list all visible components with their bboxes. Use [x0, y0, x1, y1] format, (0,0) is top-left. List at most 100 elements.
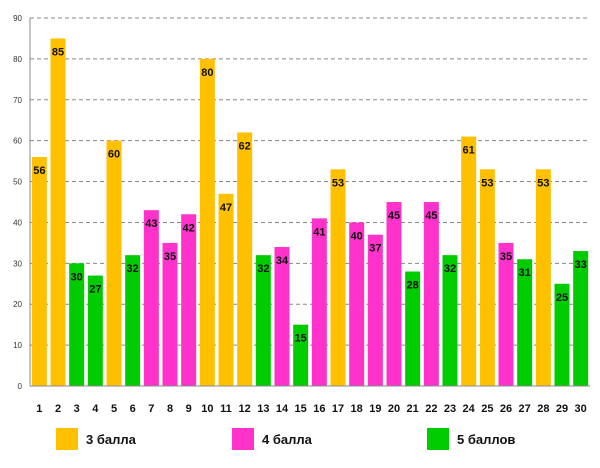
bar [162, 242, 178, 386]
data-label: 41 [313, 226, 325, 238]
bar [31, 157, 47, 386]
data-label: 32 [257, 263, 269, 275]
data-label: 34 [276, 255, 289, 267]
data-label: 85 [52, 46, 64, 58]
data-label: 30 [71, 271, 83, 283]
x-tick-label: 17 [332, 403, 344, 415]
y-tick-label: 10 [13, 341, 22, 350]
legend-item-5-ballov: 5 баллов [427, 427, 515, 451]
x-tick-label: 19 [369, 403, 381, 415]
bar [498, 242, 514, 386]
data-label: 33 [575, 259, 587, 271]
x-tick-label: 13 [257, 403, 269, 415]
bar [349, 222, 365, 386]
data-label: 45 [388, 210, 400, 222]
data-label: 43 [145, 218, 157, 230]
bar [367, 234, 383, 386]
bar [479, 169, 495, 386]
x-tick-label: 10 [201, 403, 213, 415]
data-label: 15 [295, 333, 307, 345]
bar [573, 251, 589, 386]
data-label: 45 [425, 210, 437, 222]
data-label: 56 [33, 165, 45, 177]
y-axis-ticks: 0 10 20 30 40 50 60 70 80 90 [13, 14, 22, 391]
bar [442, 255, 458, 386]
bar [274, 246, 290, 386]
y-tick-label: 20 [13, 300, 22, 309]
gridlines [30, 17, 590, 346]
legend-item-3-balla: 3 балла [56, 427, 136, 451]
bar [125, 255, 141, 386]
bar [106, 140, 122, 386]
data-labels: 56 85 30 27 60 32 43 35 42 80 47 62 32 34 15 41 53 40 37 45… [33, 46, 587, 344]
legend-label: 5 баллов [457, 431, 516, 447]
legend-item-4-balla: 4 балла [232, 427, 312, 451]
bar [423, 202, 439, 386]
x-tick-label: 25 [481, 403, 493, 415]
y-tick-label: 50 [13, 178, 22, 187]
x-tick-label: 9 [186, 403, 192, 415]
x-tick-label: 22 [425, 403, 437, 415]
x-tick-label: 27 [519, 403, 531, 415]
bar [87, 275, 103, 386]
data-label: 35 [500, 251, 512, 263]
data-label: 47 [220, 202, 232, 214]
data-label: 80 [201, 67, 213, 79]
bar [237, 132, 253, 386]
bar [50, 38, 66, 386]
y-tick-label: 60 [13, 137, 22, 146]
bar [143, 210, 159, 386]
x-tick-label: 6 [130, 403, 136, 415]
x-tick-label: 26 [500, 403, 512, 415]
bar [181, 214, 197, 386]
y-tick-label: 90 [13, 14, 22, 23]
y-tick-label: 70 [13, 96, 22, 105]
x-tick-label: 11 [220, 403, 232, 415]
data-label: 31 [519, 267, 531, 279]
legend-label: 4 балла [262, 431, 312, 447]
y-tick-label: 80 [13, 55, 22, 64]
bar [405, 271, 421, 386]
data-label: 25 [556, 292, 568, 304]
y-tick-label: 0 [18, 382, 23, 391]
y-tick-label: 40 [13, 218, 22, 227]
data-label: 53 [537, 177, 549, 189]
data-label: 28 [407, 280, 419, 292]
x-tick-label: 2 [55, 403, 61, 415]
x-tick-label: 12 [239, 403, 251, 415]
data-label: 32 [127, 263, 139, 275]
data-label: 60 [108, 149, 120, 161]
x-tick-label: 18 [351, 403, 363, 415]
data-label: 42 [183, 222, 195, 234]
x-tick-label: 8 [167, 403, 173, 415]
bar [554, 283, 570, 386]
bar [311, 218, 327, 386]
bar [535, 169, 551, 386]
x-tick-label: 21 [407, 403, 419, 415]
bar [69, 263, 85, 386]
x-tick-label: 3 [74, 403, 80, 415]
bar [218, 193, 234, 386]
bar [517, 259, 533, 386]
data-label: 32 [444, 263, 456, 275]
x-tick-label: 1 [36, 403, 42, 415]
bar [330, 169, 346, 386]
data-label: 35 [164, 251, 176, 263]
x-tick-label: 20 [388, 403, 400, 415]
x-tick-label: 29 [556, 403, 568, 415]
data-label: 61 [463, 145, 475, 157]
bar [255, 255, 271, 386]
bars [31, 38, 589, 387]
x-axis-ticks: 1 2 3 4 5 6 7 8 9 10 11 12 13 14 15 16 17 18 19 20 21 22 23 24 2… [36, 403, 587, 415]
x-tick-label: 30 [575, 403, 587, 415]
bar [199, 58, 215, 387]
x-tick-label: 7 [148, 403, 154, 415]
data-label: 37 [369, 243, 381, 255]
bar [461, 136, 477, 386]
data-label: 53 [332, 177, 344, 189]
bar [386, 202, 402, 386]
x-tick-label: 15 [295, 403, 307, 415]
legend-swatch [232, 428, 254, 450]
bar [293, 324, 309, 386]
